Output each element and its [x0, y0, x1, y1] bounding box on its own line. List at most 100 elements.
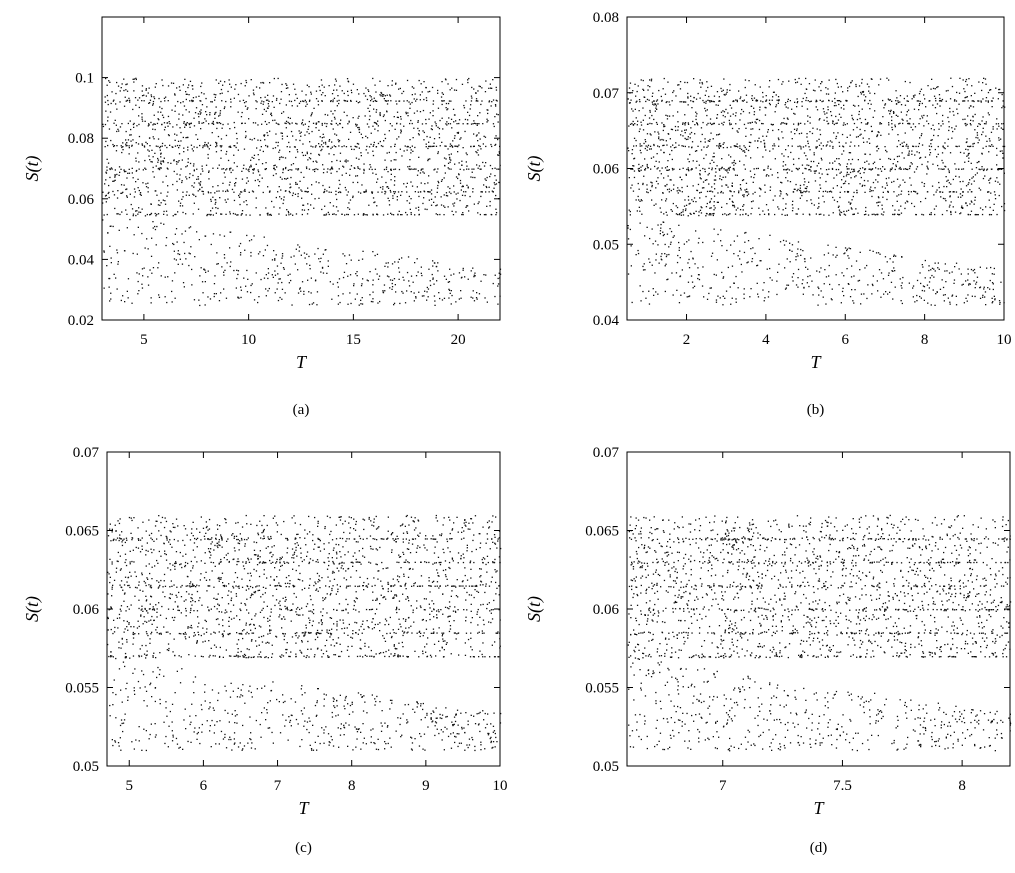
data-point	[840, 211, 843, 214]
data-point	[938, 123, 940, 125]
data-point	[376, 100, 378, 102]
data-point	[942, 294, 945, 296]
data-point	[126, 142, 128, 144]
data-point	[668, 188, 671, 190]
data-point	[257, 169, 259, 171]
data-point	[882, 278, 885, 280]
data-point	[385, 191, 387, 193]
data-point	[650, 78, 653, 80]
data-point	[972, 143, 974, 145]
data-point	[102, 125, 105, 128]
data-point	[638, 188, 640, 190]
data-point	[394, 145, 396, 147]
data-point	[494, 167, 496, 169]
data-point	[940, 168, 942, 170]
data-point	[485, 145, 487, 148]
data-point	[383, 168, 386, 171]
data-point	[638, 170, 640, 172]
data-point	[262, 255, 265, 257]
data-point	[686, 185, 688, 187]
data-point	[166, 146, 168, 149]
data-point	[445, 278, 447, 280]
data-point	[331, 141, 333, 143]
data-point	[684, 199, 686, 201]
data-point	[738, 90, 740, 92]
data-point	[253, 137, 256, 140]
data-point	[304, 154, 307, 156]
data-point	[367, 152, 369, 154]
data-point	[323, 214, 325, 216]
data-point	[661, 138, 663, 141]
data-point	[977, 100, 979, 102]
data-point	[430, 204, 433, 206]
data-point	[992, 301, 994, 303]
data-point	[183, 286, 185, 288]
data-point	[450, 290, 452, 292]
data-point	[786, 172, 788, 174]
data-point	[191, 148, 193, 150]
data-point	[216, 252, 218, 254]
data-point	[159, 145, 162, 148]
data-point	[821, 81, 823, 83]
data-point	[185, 166, 187, 168]
data-point	[186, 178, 188, 180]
data-point	[267, 214, 269, 216]
data-point	[952, 130, 954, 133]
data-point	[333, 89, 335, 91]
data-point	[306, 253, 308, 255]
data-point	[933, 194, 935, 196]
data-point	[875, 179, 877, 181]
data-point	[869, 188, 871, 190]
data-point	[389, 95, 392, 97]
data-point	[988, 114, 990, 116]
data-point	[662, 234, 664, 237]
data-point	[442, 128, 444, 130]
data-point	[108, 191, 110, 194]
data-point	[893, 158, 895, 160]
data-point	[967, 191, 969, 193]
data-point	[403, 150, 405, 152]
data-point	[105, 194, 107, 196]
data-point	[733, 240, 735, 242]
data-point	[688, 161, 690, 163]
data-point	[462, 123, 464, 125]
data-point	[206, 106, 208, 108]
data-point	[738, 190, 740, 192]
data-point	[844, 214, 847, 216]
data-point	[909, 118, 911, 120]
data-point	[315, 181, 317, 183]
data-point	[896, 195, 898, 197]
data-point	[474, 122, 476, 124]
data-point	[348, 120, 350, 122]
data-point	[706, 114, 708, 117]
data-point	[850, 276, 853, 278]
data-point	[985, 83, 987, 85]
data-point	[760, 100, 762, 102]
data-point	[274, 119, 276, 121]
data-point	[891, 126, 893, 129]
data-point	[695, 98, 698, 100]
data-point	[201, 165, 203, 167]
data-point	[213, 295, 215, 298]
data-point	[321, 140, 323, 142]
data-point	[278, 186, 280, 188]
data-point	[179, 127, 181, 129]
data-point	[664, 265, 666, 267]
data-point	[997, 169, 999, 171]
data-point	[744, 241, 746, 243]
data-point	[116, 81, 118, 84]
data-point	[143, 145, 146, 147]
data-point	[792, 200, 794, 202]
data-point	[467, 119, 469, 121]
data-point	[639, 101, 641, 103]
data-point	[411, 185, 414, 187]
data-point	[466, 153, 468, 156]
data-point	[843, 150, 845, 152]
data-point	[951, 137, 953, 139]
data-point	[721, 166, 723, 168]
data-point	[235, 132, 238, 135]
data-point	[451, 127, 453, 129]
data-point	[843, 108, 845, 110]
data-point	[450, 118, 453, 120]
data-point	[846, 249, 848, 252]
